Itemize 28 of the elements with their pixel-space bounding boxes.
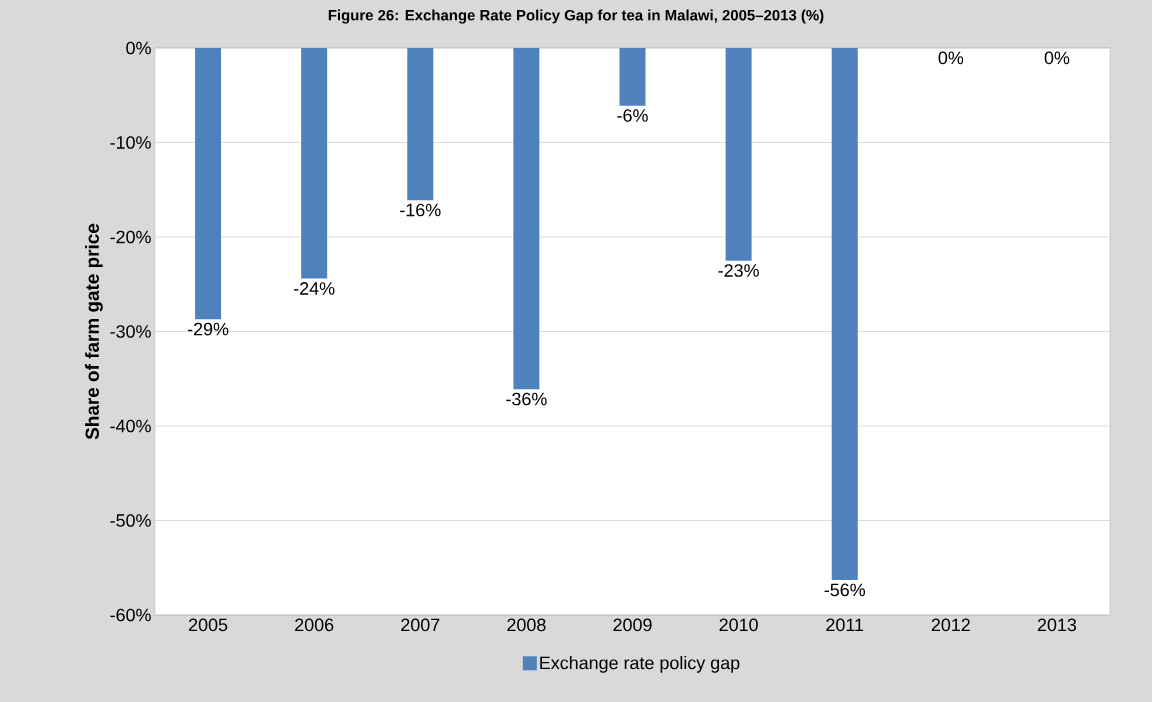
legend-label: Exchange rate policy gap xyxy=(540,656,740,673)
y-tick-label: -10% xyxy=(110,136,151,149)
data-label: -29% xyxy=(187,322,229,336)
x-tick-label: 2012 xyxy=(931,618,970,632)
chart-title: Figure 26: Exchange Rate Policy Gap for tea in Malawi, 2005–2013 (%) xyxy=(328,9,824,24)
y-tick-label: -60% xyxy=(110,608,151,622)
x-tick-label: 2007 xyxy=(401,618,440,632)
data-label: -56% xyxy=(824,583,866,597)
data-label: -23% xyxy=(718,264,759,277)
x-tick-label: 2008 xyxy=(507,618,546,632)
x-tick-label: 2005 xyxy=(189,618,228,632)
data-label: 0% xyxy=(938,51,964,65)
data-label: -6% xyxy=(617,109,648,122)
x-tick-label: 2011 xyxy=(826,618,864,632)
y-axis-title: Share of farm gate price xyxy=(85,223,103,440)
data-label: 0% xyxy=(1044,51,1070,65)
x-tick-label: 2010 xyxy=(719,618,758,632)
x-tick-label: 2009 xyxy=(613,618,652,632)
y-tick-label: -50% xyxy=(110,514,151,527)
data-label: -16% xyxy=(400,203,441,217)
y-tick-label: -40% xyxy=(110,419,151,433)
y-tick-label: -30% xyxy=(110,325,151,338)
x-tick-label: 2013 xyxy=(1037,618,1077,632)
data-label: -36% xyxy=(506,392,547,406)
y-tick-label: -20% xyxy=(110,230,151,244)
y-tick-label: 0% xyxy=(126,41,151,55)
x-tick-label: 2006 xyxy=(295,618,334,632)
data-label: -24% xyxy=(294,282,335,295)
